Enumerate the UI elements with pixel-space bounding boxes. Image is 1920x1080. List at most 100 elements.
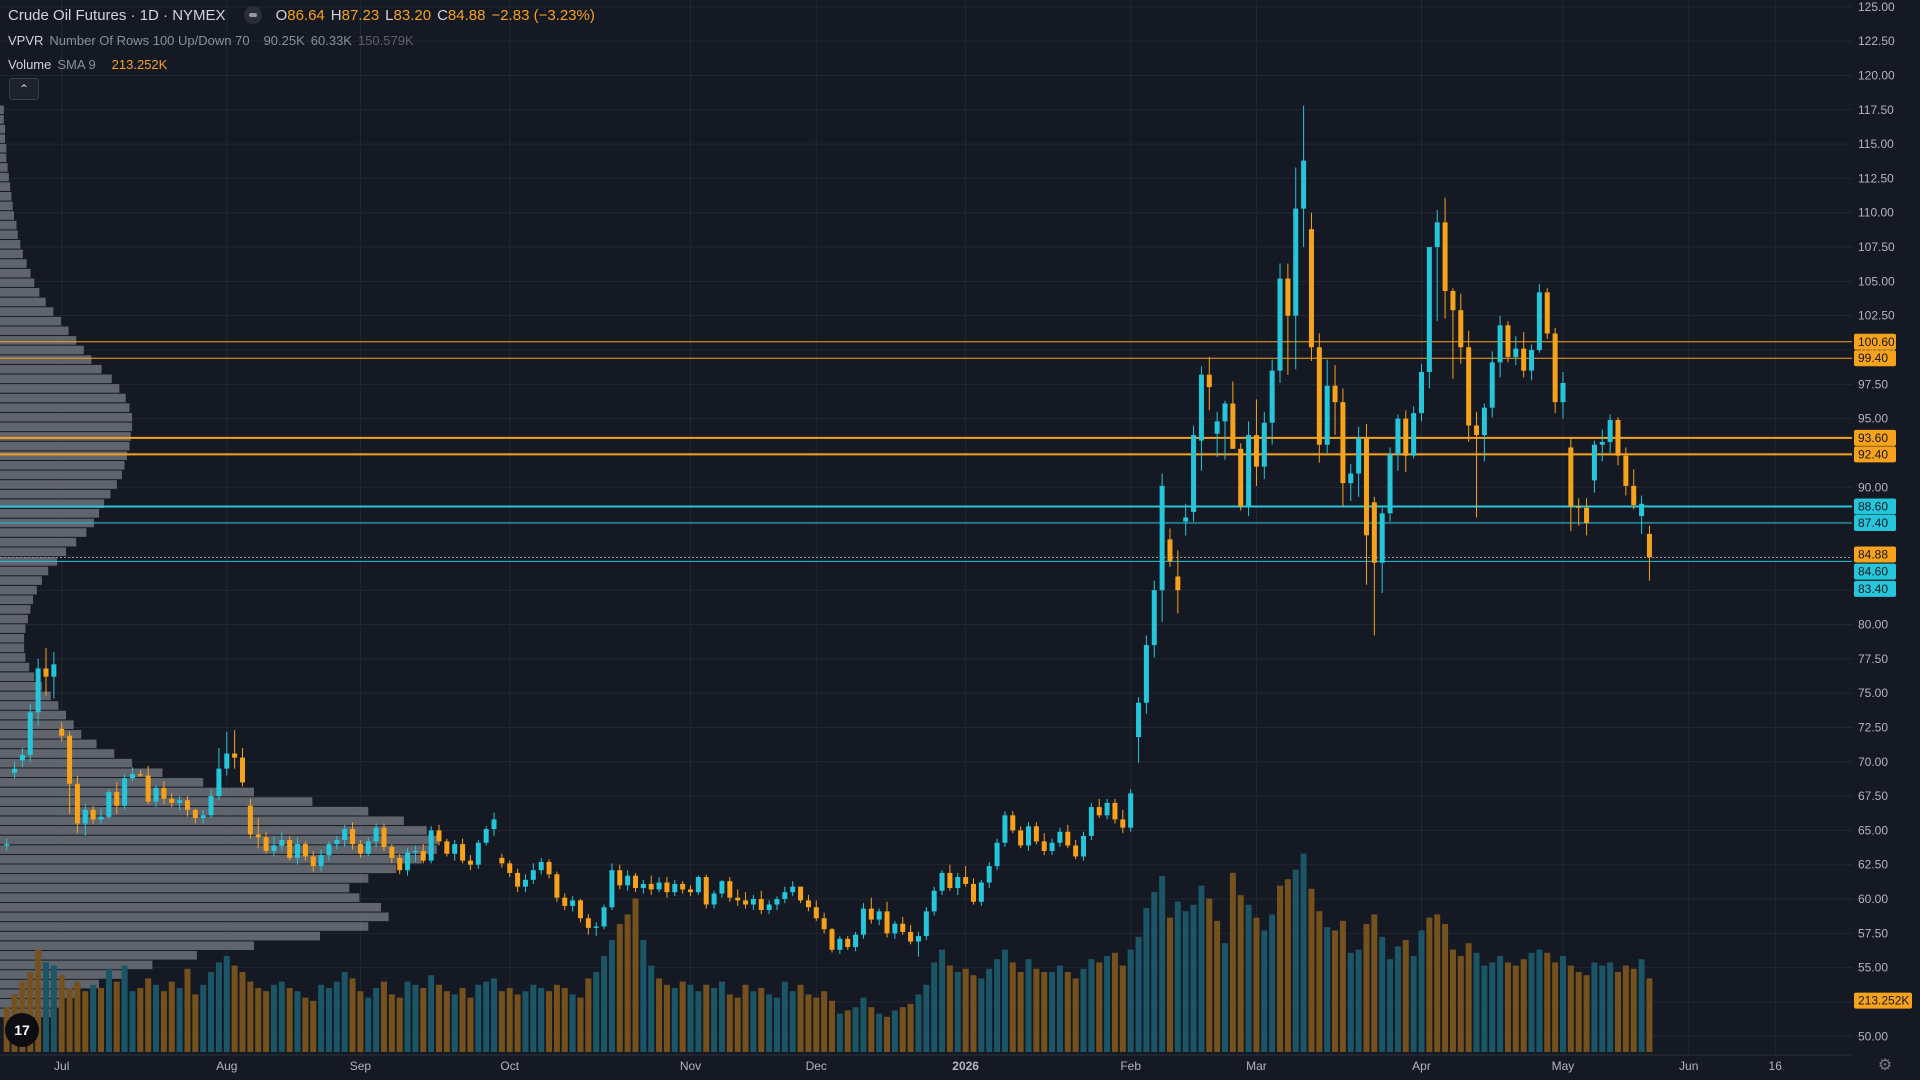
candle-body[interactable] — [1536, 292, 1542, 350]
candle-body[interactable] — [703, 877, 709, 905]
candle-body[interactable] — [585, 918, 591, 928]
candle-body[interactable] — [74, 783, 80, 824]
candle-body[interactable] — [1104, 802, 1110, 816]
candle-body[interactable] — [1167, 539, 1173, 562]
candle-body[interactable] — [1615, 420, 1621, 456]
candle-body[interactable] — [790, 886, 796, 893]
candle-body[interactable] — [499, 857, 505, 864]
candle-body[interactable] — [546, 861, 552, 875]
candle-body[interactable] — [1497, 325, 1503, 363]
candle-body[interactable] — [279, 840, 285, 846]
candle-body[interactable] — [192, 809, 198, 819]
candle-body[interactable] — [1120, 819, 1126, 828]
candle-body[interactable] — [593, 926, 599, 928]
candle-body[interactable] — [452, 844, 458, 854]
candle-body[interactable] — [947, 872, 953, 889]
candle-body[interactable] — [515, 872, 521, 887]
candle-body[interactable] — [263, 837, 269, 851]
candle-body[interactable] — [688, 889, 694, 893]
candle-body[interactable] — [766, 904, 772, 910]
candle-body[interactable] — [67, 735, 73, 784]
candle-body[interactable] — [161, 787, 167, 799]
candle-body[interactable] — [1403, 418, 1409, 456]
candle-body[interactable] — [1434, 222, 1440, 248]
candle-body[interactable] — [428, 830, 434, 861]
candle-body[interactable] — [1136, 702, 1142, 738]
candle-body[interactable] — [813, 907, 819, 919]
candle-body[interactable] — [680, 883, 686, 890]
candle-body[interactable] — [1332, 385, 1338, 403]
candle-body[interactable] — [782, 892, 788, 900]
candle-body[interactable] — [1277, 278, 1283, 371]
candle-body[interactable] — [184, 800, 190, 810]
candle-body[interactable] — [1411, 413, 1417, 456]
candle-body[interactable] — [1623, 455, 1629, 486]
candle-body[interactable] — [255, 834, 261, 838]
candle-body[interactable] — [19, 754, 25, 761]
candle-body[interactable] — [1371, 502, 1377, 563]
candle-body[interactable] — [1026, 826, 1031, 846]
candle-body[interactable] — [538, 861, 544, 871]
candle-body[interactable] — [1568, 447, 1574, 507]
candle-body[interactable] — [1521, 348, 1527, 371]
candle-body[interactable] — [1206, 374, 1212, 388]
candle-body[interactable] — [12, 768, 18, 773]
candle-body[interactable] — [1631, 485, 1637, 506]
candle-body[interactable] — [735, 897, 741, 901]
candle-body[interactable] — [1646, 533, 1652, 558]
candle-body[interactable] — [1246, 435, 1252, 507]
candle-body[interactable] — [1450, 290, 1456, 311]
candle-body[interactable] — [27, 712, 33, 755]
candle-body[interactable] — [915, 936, 921, 942]
candle-body[interactable] — [711, 893, 717, 905]
candle-body[interactable] — [1057, 831, 1063, 843]
candle-body[interactable] — [530, 870, 536, 880]
candle-body[interactable] — [43, 668, 49, 677]
candle-body[interactable] — [224, 753, 230, 769]
candle-body[interactable] — [59, 728, 65, 736]
candle-body[interactable] — [82, 809, 88, 824]
candle-body[interactable] — [837, 938, 843, 950]
candle-body[interactable] — [1426, 247, 1432, 372]
candle-body[interactable] — [1269, 370, 1275, 423]
symbol-legend[interactable]: Crude Oil Futures · 1D · NYMEX O86.64 H8… — [8, 6, 595, 24]
candle-body[interactable] — [216, 768, 222, 797]
candle-body[interactable] — [200, 815, 206, 819]
volume-legend[interactable]: Volume SMA 9 213.252K — [8, 57, 167, 72]
horizontal-levels[interactable] — [0, 341, 1852, 562]
candle-body[interactable] — [35, 668, 41, 713]
candle-body[interactable] — [1175, 576, 1181, 591]
candlesticks[interactable] — [4, 105, 1652, 957]
candle-body[interactable] — [1002, 815, 1008, 843]
candle-body[interactable] — [232, 753, 238, 758]
candle-body[interactable] — [758, 899, 764, 910]
candle-body[interactable] — [1096, 807, 1102, 816]
candle-body[interactable] — [672, 883, 678, 893]
candle-body[interactable] — [1033, 826, 1039, 842]
candle-body[interactable] — [978, 882, 984, 902]
candle-body[interactable] — [1348, 473, 1354, 484]
candle-body[interactable] — [1112, 802, 1118, 820]
candle-body[interactable] — [334, 840, 340, 845]
candle-body[interactable] — [774, 899, 780, 905]
candle-body[interactable] — [342, 829, 348, 840]
candle-body[interactable] — [365, 841, 371, 854]
candle-body[interactable] — [507, 863, 513, 873]
candle-body[interactable] — [963, 877, 969, 884]
candle-body[interactable] — [397, 857, 403, 871]
candle-body[interactable] — [1466, 347, 1472, 426]
candle-body[interactable] — [1324, 385, 1330, 445]
candle-body[interactable] — [931, 890, 937, 912]
candle-body[interactable] — [318, 855, 324, 867]
candle-body[interactable] — [884, 911, 890, 934]
candle-body[interactable] — [1481, 407, 1487, 436]
candle-body[interactable] — [240, 757, 245, 783]
candle-body[interactable] — [1356, 437, 1362, 474]
candle-body[interactable] — [350, 829, 356, 845]
candle-body[interactable] — [467, 860, 473, 865]
candle-body[interactable] — [876, 911, 882, 920]
candle-body[interactable] — [208, 796, 214, 816]
candle-body[interactable] — [1489, 362, 1495, 408]
candle-body[interactable] — [1143, 645, 1149, 703]
